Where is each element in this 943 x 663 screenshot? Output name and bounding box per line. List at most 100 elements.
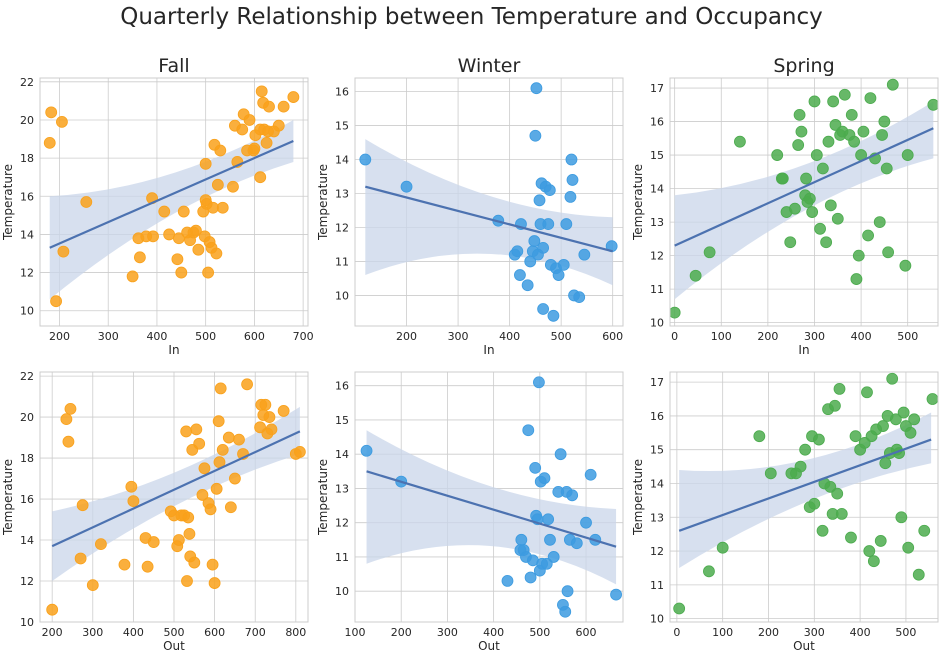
axes-frame (39, 371, 309, 623)
y-tick-label: 17 (650, 82, 664, 95)
data-point (198, 462, 211, 475)
panel-winter-out: 100 200 300 400 500 600 10 11 12 13 14 15 16 Out Tempe… (316, 371, 624, 653)
regression-line (49, 139, 294, 249)
y-tick-label: 10 (650, 317, 664, 330)
x-tick-label: 300 (437, 626, 458, 639)
x-tick-label: 400 (499, 330, 520, 343)
data-point (192, 243, 205, 256)
y-tick-label: 20 (20, 411, 34, 424)
data-point (824, 199, 837, 212)
data-point (56, 115, 68, 128)
data-point (190, 224, 202, 237)
data-point (795, 125, 808, 138)
y-tick-label: 15 (650, 444, 664, 457)
data-point (95, 538, 107, 551)
y-tick-label: 11 (650, 283, 664, 296)
y-tick-label: 16 (650, 116, 664, 129)
data-point (528, 235, 541, 247)
panels: 200 300 400 500 600 70010121416182022FallInTe… (1, 55, 939, 653)
data-point (570, 537, 583, 550)
data-point (578, 248, 591, 261)
data-point (514, 269, 526, 281)
data-point (171, 253, 184, 266)
y-tick-label: 16 (20, 190, 34, 203)
data-point (175, 266, 188, 279)
y-tick-label: 12 (650, 250, 664, 263)
y-tick-label: 11 (650, 579, 664, 592)
data-point (277, 100, 290, 113)
data-point (703, 565, 715, 578)
data-point (208, 577, 221, 589)
y-tick-label: 12 (20, 267, 34, 280)
data-point (211, 178, 224, 191)
panel-title: Fall (158, 55, 189, 77)
confidence-band (52, 406, 300, 582)
data-point (886, 78, 899, 91)
data-point (188, 556, 201, 569)
data-point (670, 306, 681, 319)
data-point (263, 411, 276, 423)
x-tick-label: 500 (529, 626, 550, 639)
x-tick-label: 400 (123, 626, 144, 639)
data-point (212, 415, 225, 428)
data-point (125, 480, 138, 493)
y-axis-label: Temperature (1, 459, 15, 536)
x-axis-label: Out (163, 639, 185, 653)
y-tick-label: 13 (650, 511, 664, 524)
data-point (565, 153, 578, 166)
x-tick-label: 700 (293, 330, 314, 343)
x-tick-label: 600 (576, 626, 597, 639)
x-tick-label: 400 (146, 330, 167, 343)
y-tick-label: 22 (20, 76, 34, 89)
data-point (224, 501, 237, 514)
data-point (259, 398, 272, 411)
x-tick-label: 400 (483, 626, 504, 639)
x-tick-label: 200 (758, 626, 779, 639)
panel-spring-in: 0 100 200 300 400 500 10 11 12 13 14 15 16 17 Spring In… (631, 55, 939, 357)
data-point (810, 149, 823, 161)
y-tick-label: 22 (20, 370, 34, 383)
x-axis-label: In (798, 343, 809, 357)
confidence-band (365, 139, 613, 286)
data-point (127, 495, 140, 507)
data-point (584, 468, 597, 481)
data-point (501, 575, 514, 587)
data-point (60, 413, 73, 426)
data-point (912, 568, 925, 581)
data-point (233, 433, 245, 446)
data-point (876, 129, 888, 141)
data-point (182, 511, 195, 524)
data-point (610, 588, 622, 601)
panel-fall-in: 200 300 400 500 600 700 10 12 14 16 18 20 22 Fall In Te… (1, 55, 314, 357)
data-point (886, 372, 899, 385)
axes-frame (354, 77, 624, 327)
y-tick-label: 16 (335, 380, 349, 393)
data-point (544, 533, 556, 546)
data-point (43, 136, 56, 149)
data-point (222, 431, 235, 444)
data-point (204, 503, 217, 516)
data-point (529, 461, 542, 474)
data-point (559, 605, 572, 618)
data-point (216, 201, 229, 214)
x-tick-label: 600 (244, 330, 265, 343)
data-point (86, 579, 99, 592)
data-point (835, 507, 848, 520)
data-point (265, 423, 278, 436)
regression-line (51, 430, 301, 548)
data-point (561, 585, 574, 598)
y-tick-label: 13 (335, 482, 349, 495)
y-axis-label: Temperature (316, 164, 330, 241)
data-point (360, 444, 373, 457)
data-point (254, 171, 267, 184)
data-point (566, 174, 579, 186)
data-point (255, 85, 268, 98)
data-point (899, 259, 912, 272)
y-axis-label: Temperature (631, 164, 645, 241)
data-point (80, 196, 93, 208)
data-point (538, 472, 551, 485)
data-point (845, 108, 858, 121)
data-point (831, 487, 844, 500)
data-point (206, 558, 219, 571)
plot-area (673, 372, 938, 615)
